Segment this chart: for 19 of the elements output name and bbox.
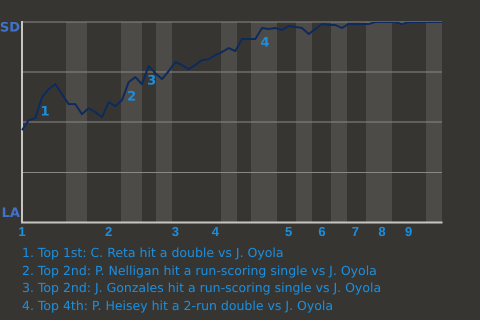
x-tick-label: 9 [405, 224, 412, 239]
text: SD [0, 20, 20, 36]
text: 3. Top 2nd: J. Gonzales hit a run-scoring single vs J. Oyola [22, 279, 382, 296]
x-tick-label: 7 [352, 224, 359, 239]
annotation: 4 [260, 35, 270, 50]
x-tick-label: 5 [285, 224, 292, 239]
x-tick-label: 2 [105, 224, 112, 239]
text: 1. Top 1st: C. Reta hit a double vs J. Oyola [22, 244, 285, 262]
x-tick-label: 8 [378, 224, 386, 239]
text: 4. Top 4th: P. Heisey hit a 2-run double vs J. Oyola [22, 296, 334, 314]
x-tick-label: 4 [212, 224, 220, 239]
text: 2. Top 2nd: P. Nelligan hit a run-scoring single vs J. Oyola [22, 262, 378, 279]
x-tick-label: 3 [172, 224, 179, 239]
x-tick-label: 6 [318, 224, 326, 239]
text: LA [2, 206, 20, 221]
annotation: 1 [40, 104, 50, 120]
annotation: 3 [147, 73, 156, 88]
annotation: 2 [127, 89, 136, 104]
x-tick-label: 1 [18, 224, 26, 239]
